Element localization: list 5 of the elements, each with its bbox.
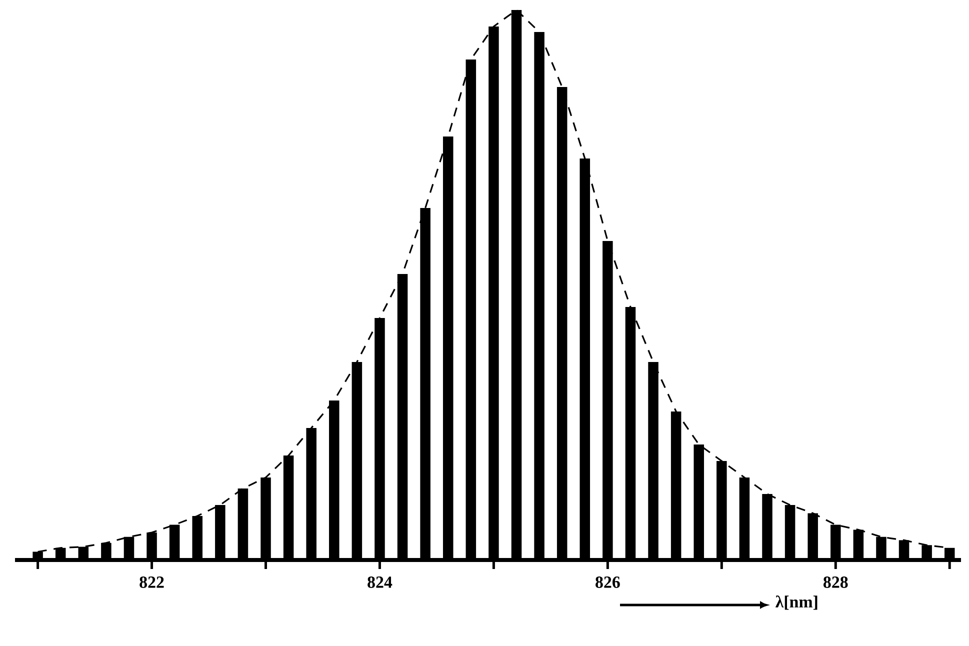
x-tick-label: 828	[824, 576, 848, 588]
x-axis-title: λ[nm]	[776, 596, 818, 610]
x-tick-label: 824	[368, 576, 392, 588]
x-tick-label: 822	[140, 576, 164, 588]
x-tick-label: 826	[596, 576, 620, 588]
